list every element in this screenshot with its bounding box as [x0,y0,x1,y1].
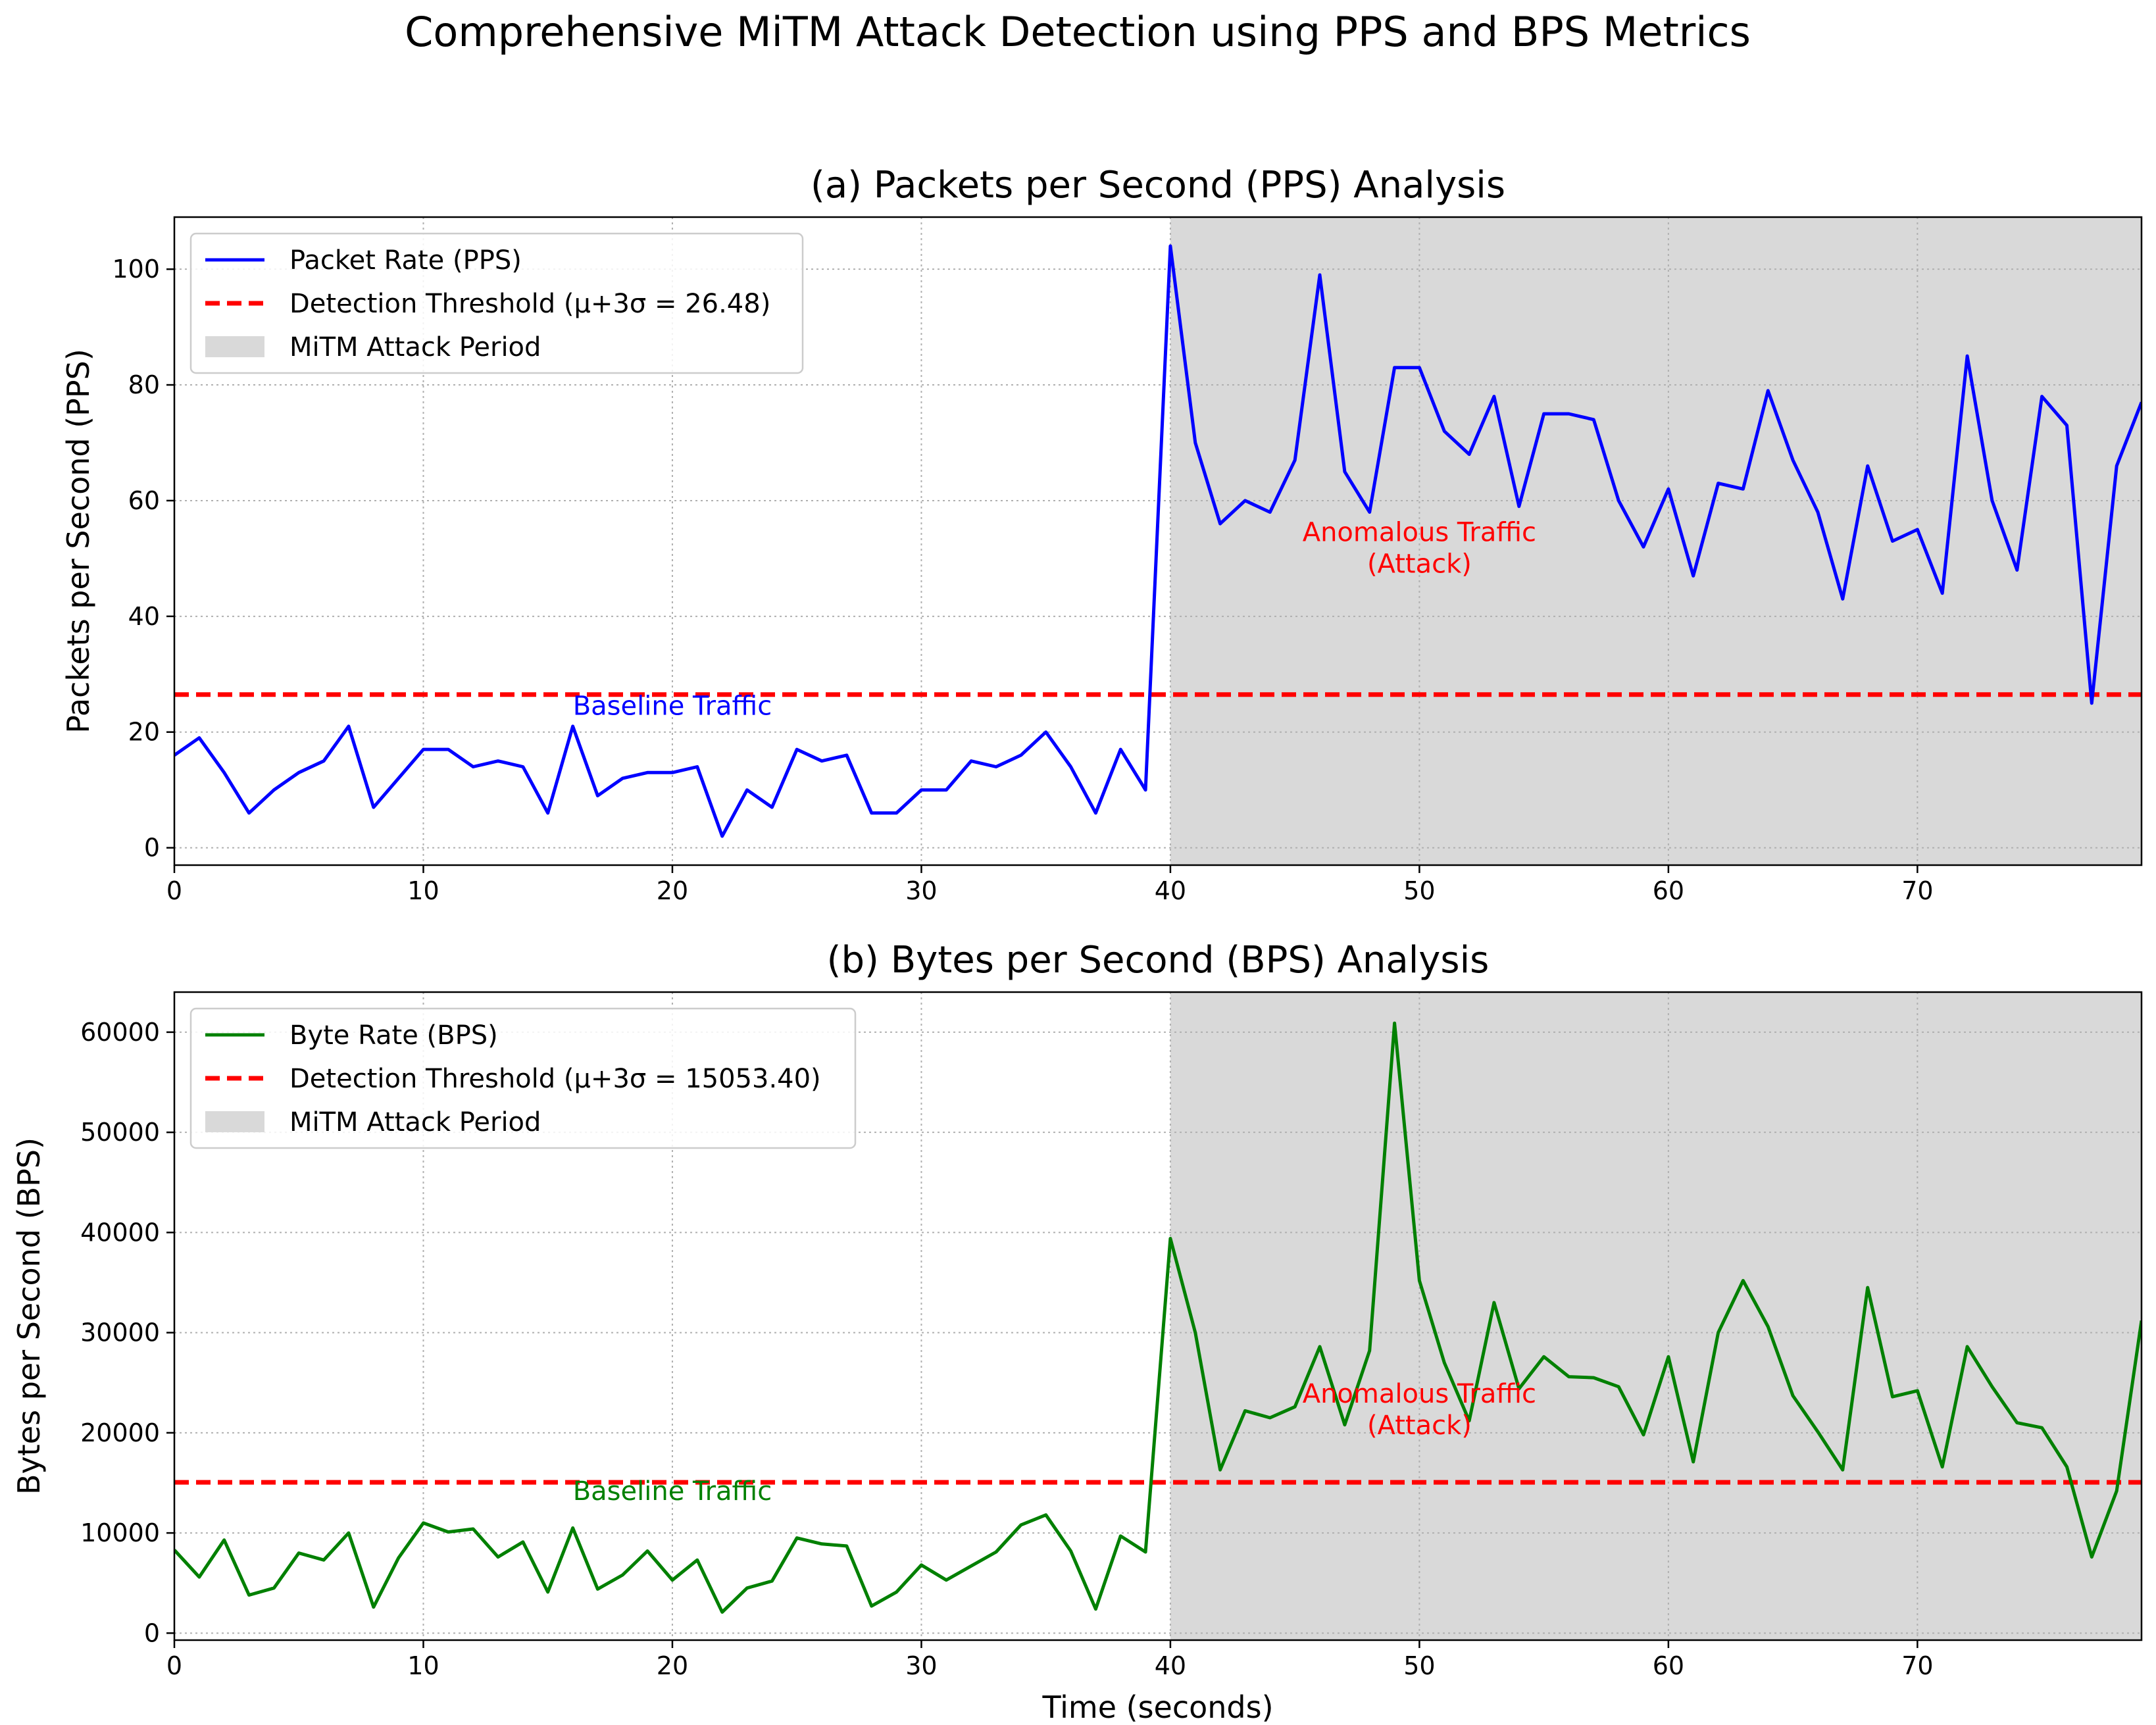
bps-x-tick-label: 10 [407,1651,439,1680]
bps-legend: Byte Rate (BPS) Detection Threshold (μ+3σ… [189,1007,857,1149]
bps-legend-patch-swatch [205,1111,264,1132]
pps-y-axis-label: Packets per Second (PPS) [61,349,96,734]
bps-x-tick-label: 0 [166,1651,182,1680]
bps-axes-frame [173,991,2143,1641]
pps-chart-panel: Baseline Traffic Anomalous Traffic(Attack… [61,164,2143,905]
bps-x-tick-label: 20 [657,1651,688,1680]
pps-y-tick-label: 40 [128,602,160,631]
bps-y-tick-label: 0 [144,1618,160,1647]
pps-y-tick-label: 100 [112,255,160,284]
bps-x-tick-label: 60 [1653,1651,1684,1680]
pps-legend-label: Packet Rate (PPS) [289,245,522,276]
figure-title: Comprehensive MiTM Attack Detection usin… [405,8,1751,56]
bps-series-line [174,1021,2142,1614]
bps-attack-period-shade [1170,992,2142,1640]
bps-y-tick-label: 20000 [80,1418,160,1447]
bps-y-tick-label: 30000 [80,1318,160,1347]
bps-annotation-attack-line: (Attack) [1367,1411,1472,1441]
pps-axes-frame [173,216,2143,866]
pps-annotation-baseline: Baseline Traffic [573,691,772,721]
bps-x-tick-label: 30 [905,1651,937,1680]
pps-chart-title: (a) Packets per Second (PPS) Analysis [811,164,1505,207]
pps-legend-box [189,232,804,374]
pps-y-tick-label: 20 [128,718,160,747]
bps-annotation-attack-line: Anomalous Traffic [1303,1379,1536,1409]
bps-chart-title: (b) Bytes per Second (BPS) Analysis [827,939,1490,982]
bps-annotation-baseline: Baseline Traffic [573,1476,772,1507]
pps-legend-patch-swatch [205,336,264,357]
bps-x-tick-label: 40 [1155,1651,1186,1680]
pps-x-tick-label: 40 [1155,876,1186,905]
pps-annotation-attack-line: (Attack) [1367,549,1472,580]
pps-y-tick-label: 80 [128,370,160,399]
pps-x-tick-label: 0 [166,876,182,905]
pps-legend: Packet Rate (PPS) Detection Threshold (μ+… [189,232,804,374]
bps-y-tick-label: 40000 [80,1218,160,1247]
bps-x-tick-label: 50 [1403,1651,1435,1680]
pps-legend-label: Detection Threshold (μ+3σ = 26.48) [289,289,770,319]
pps-x-tick-label: 10 [407,876,439,905]
pps-legend-label: MiTM Attack Period [289,332,541,362]
bps-y-tick-label: 60000 [80,1018,160,1047]
pps-series-line [174,244,2142,838]
pps-attack-period-shade [1170,217,2142,865]
pps-y-tick-label: 60 [128,486,160,515]
bps-legend-label: MiTM Attack Period [289,1107,541,1138]
pps-x-tick-label: 20 [657,876,688,905]
pps-y-tick-label: 0 [144,834,160,863]
pps-x-tick-label: 70 [1901,876,1933,905]
bps-legend-label: Byte Rate (BPS) [289,1020,498,1051]
pps-x-tick-label: 30 [905,876,937,905]
pps-x-tick-label: 50 [1403,876,1435,905]
bps-chart-panel: Baseline Traffic Anomalous Traffic(Attack… [11,939,2143,1725]
bps-legend-label: Detection Threshold (μ+3σ = 15053.40) [289,1064,821,1094]
bps-x-axis-label: Time (seconds) [1041,1689,1273,1725]
bps-legend-box [189,1007,857,1149]
bps-y-tick-label: 10000 [80,1518,160,1547]
bps-x-tick-label: 70 [1901,1651,1933,1680]
pps-annotation-attack-line: Anomalous Traffic [1303,518,1536,548]
bps-y-axis-label: Bytes per Second (BPS) [11,1138,47,1495]
bps-y-tick-label: 50000 [80,1118,160,1147]
pps-x-tick-label: 60 [1653,876,1684,905]
